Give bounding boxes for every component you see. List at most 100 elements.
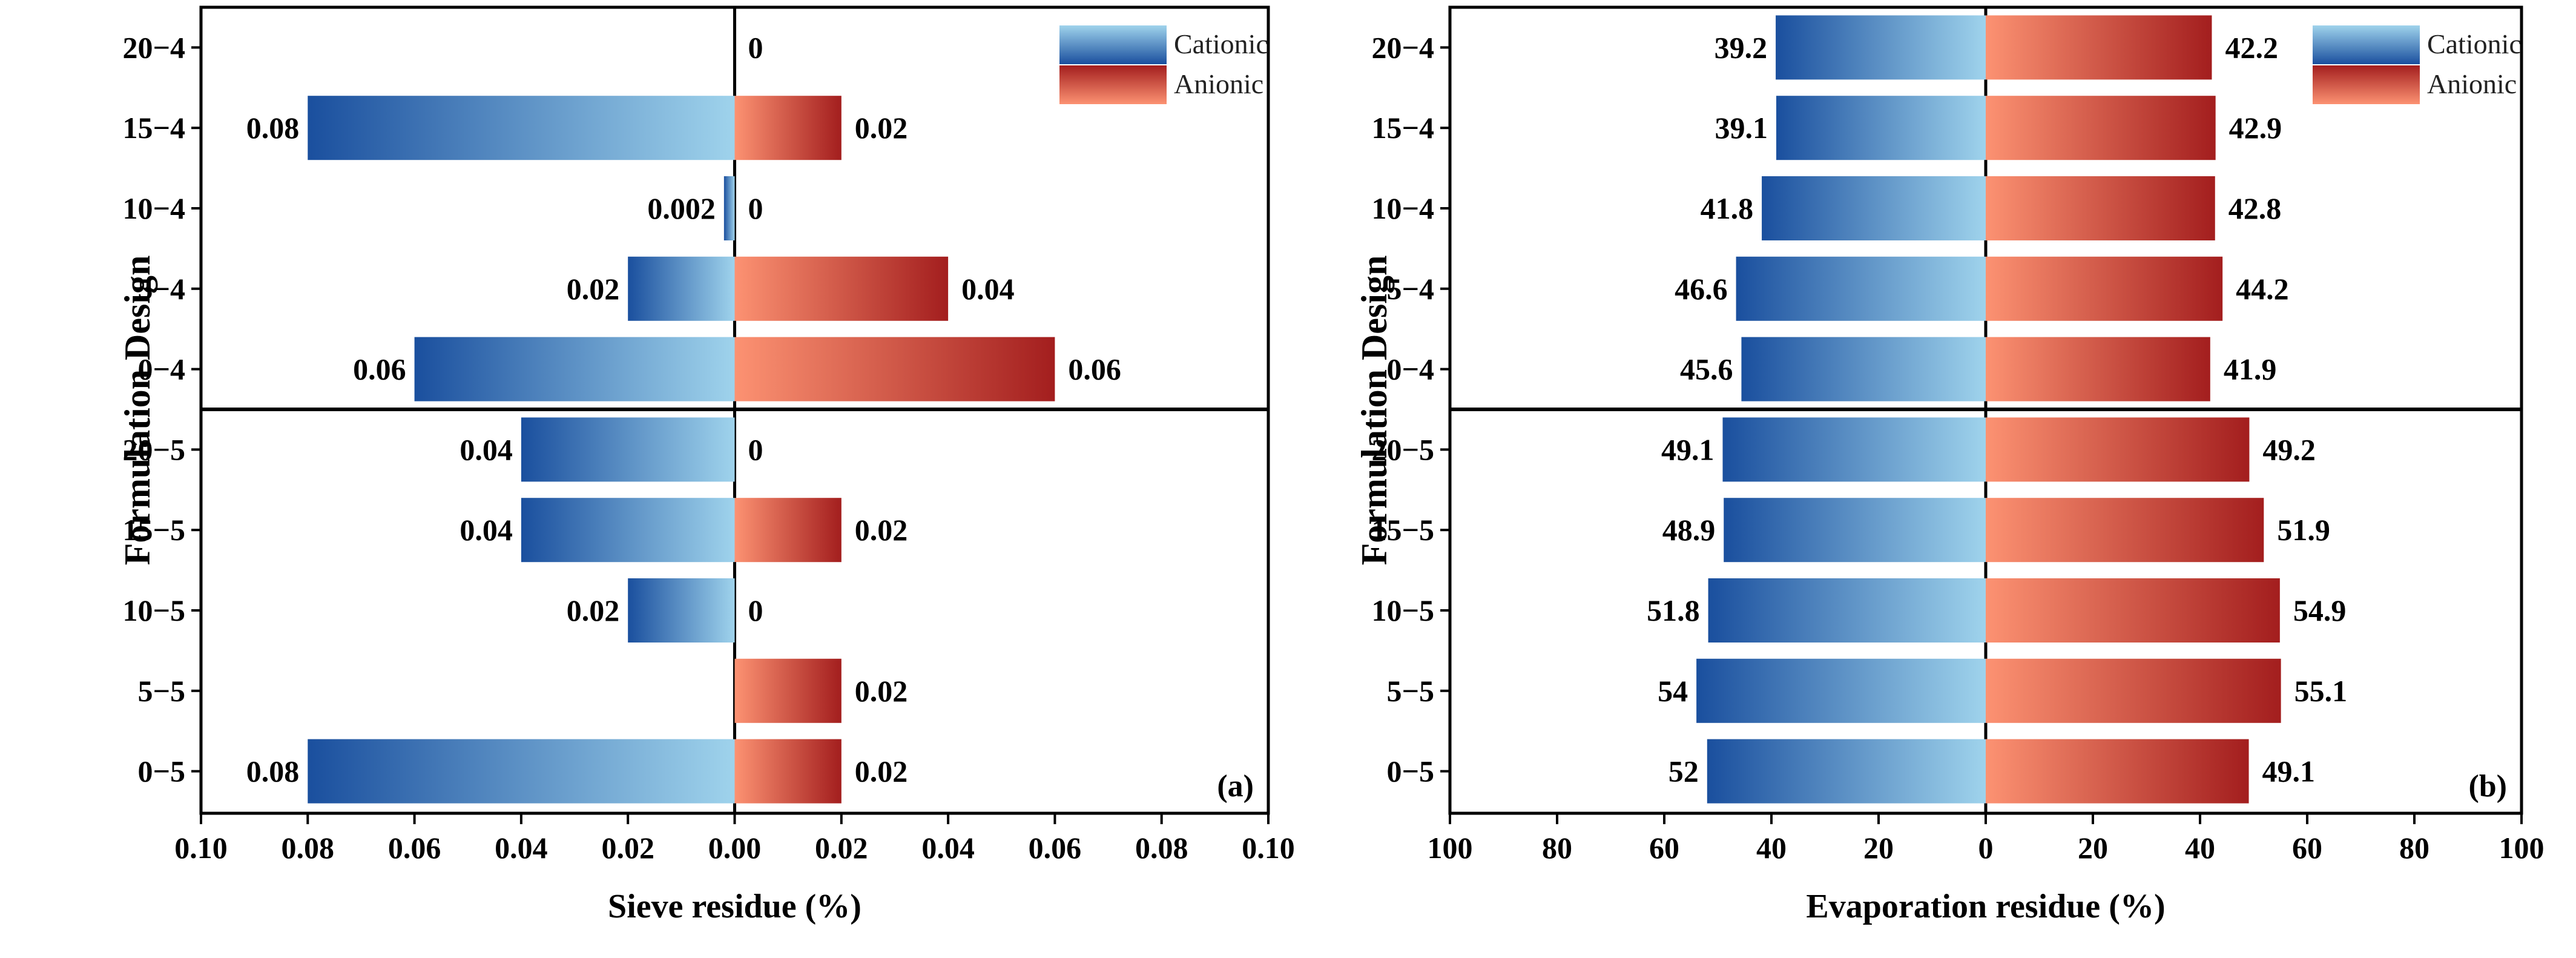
value-label-anionic: 0 [748, 30, 763, 64]
x-tick-label: 0.04 [921, 831, 975, 865]
value-label-anionic: 42.9 [2229, 111, 2282, 145]
value-label-anionic: 0 [748, 432, 763, 466]
bar-anionic [1986, 578, 2280, 643]
legend: Cationic Anionic [1059, 25, 1268, 104]
x-tick-label: 0.08 [1135, 831, 1188, 865]
value-label-cationic: 39.2 [1715, 30, 1768, 64]
value-label-cationic: 52 [1668, 755, 1699, 788]
x-tick-label: 0.10 [174, 831, 228, 865]
x-tick-label: 40 [1756, 831, 1787, 865]
y-tick-label: 15−5 [123, 513, 186, 547]
value-label-cationic: 41.8 [1701, 191, 1754, 225]
panel-a: 20−4 0 15−4 0.08 0.02 10−4 0.002 0 5−4 0.02 0.04 0−… [117, 5, 1295, 925]
x-tick-label: 20 [2078, 831, 2108, 865]
y-tick-label: 10−4 [123, 191, 186, 225]
bar-anionic [1986, 498, 2264, 563]
y-tick-label: 15−4 [1372, 111, 1435, 145]
y-tick-label: 0−5 [138, 755, 186, 788]
bar-cationic [1736, 256, 1986, 321]
bar-anionic [1986, 658, 2281, 723]
y-tick-label: 15−4 [123, 111, 186, 145]
x-tick-label: 60 [1649, 831, 1679, 865]
panel-b: 20−4 39.2 42.2 15−4 39.1 42.9 10−4 41.8 42.8 5−4 4… [1354, 5, 2545, 925]
x-tick-label: 0.02 [601, 831, 654, 865]
bar-anionic [734, 96, 842, 160]
bar-cationic [1707, 739, 1986, 804]
bar-cationic [521, 498, 735, 563]
legend: Cationic Anionic [2313, 25, 2522, 104]
value-label-anionic: 0 [748, 593, 763, 627]
value-label-cationic: 0.08 [246, 111, 300, 145]
x-tick-label: 0.02 [815, 831, 868, 865]
x-axis-label: Evaporation residue (%) [1806, 888, 2165, 925]
bar-anionic [734, 256, 949, 321]
value-label-anionic: 41.9 [2224, 352, 2277, 386]
value-label-cationic: 48.9 [1662, 513, 1716, 547]
y-tick-label: 0−4 [1387, 352, 1435, 386]
bar-cationic [1741, 337, 1986, 401]
legend-swatch-cationic [2313, 25, 2420, 64]
value-label-anionic: 49.2 [2262, 432, 2316, 466]
legend-label-anionic: Anionic [1174, 68, 1263, 99]
bar-anionic [734, 739, 842, 804]
bar-cationic [1722, 417, 1986, 482]
y-tick-label: 10−5 [1372, 593, 1435, 627]
bar-anionic [1986, 15, 2212, 80]
value-label-cationic: 46.6 [1675, 272, 1728, 306]
value-label-cationic: 0.04 [460, 513, 513, 547]
y-tick-label: 5−4 [138, 272, 186, 306]
value-label-cationic: 54 [1658, 674, 1688, 708]
y-tick-label: 5−5 [1387, 674, 1435, 708]
bar-cationic [414, 337, 735, 401]
bar-anionic [1986, 96, 2216, 160]
bar-anionic [1986, 256, 2223, 321]
bar-cationic [1776, 96, 1986, 160]
y-tick-label: 20−5 [123, 432, 186, 466]
y-tick-label: 5−4 [1387, 272, 1435, 306]
bar-anionic [1986, 417, 2250, 482]
x-tick-label: 40 [2185, 831, 2215, 865]
x-tick-label: 0.08 [282, 831, 335, 865]
bar-cationic [723, 176, 735, 240]
x-tick-label: 60 [2292, 831, 2322, 865]
value-label-anionic: 55.1 [2294, 674, 2348, 708]
y-tick-label: 10−5 [123, 593, 186, 627]
value-label-anionic: 0.04 [961, 272, 1015, 306]
y-tick-label: 20−5 [1372, 432, 1435, 466]
legend-swatch-anionic [2313, 65, 2420, 104]
bar-cationic [1724, 498, 1986, 563]
value-label-anionic: 0.02 [855, 755, 908, 788]
bar-cationic [1776, 15, 1986, 80]
x-tick-label: 100 [1428, 831, 1473, 865]
value-label-cationic: 0.02 [567, 272, 620, 306]
bar-anionic [1986, 739, 2249, 804]
value-label-cationic: 0.002 [647, 191, 716, 225]
y-tick-label: 0−5 [1387, 755, 1435, 788]
legend-label-cationic: Cationic [2427, 28, 2522, 59]
value-label-cationic: 49.1 [1661, 432, 1715, 466]
value-label-cationic: 45.6 [1680, 352, 1733, 386]
panel-label: (a) [1217, 769, 1254, 804]
legend-swatch-anionic [1059, 65, 1167, 104]
x-tick-label: 0.06 [388, 831, 441, 865]
x-axis-label: Sieve residue (%) [608, 888, 861, 925]
bar-anionic [1986, 337, 2210, 401]
x-tick-label: 80 [2399, 831, 2429, 865]
value-label-cationic: 51.8 [1647, 593, 1700, 627]
legend-label-cationic: Cationic [1174, 28, 1268, 59]
value-label-anionic: 0.02 [855, 111, 908, 145]
value-label-anionic: 51.9 [2277, 513, 2330, 547]
bar-anionic [1986, 176, 2215, 240]
x-tick-label: 0 [1978, 831, 1994, 865]
y-tick-label: 0−4 [138, 352, 186, 386]
x-tick-label: 0.00 [708, 831, 762, 865]
y-axis-label: Formulation Design [1354, 256, 1394, 566]
bar-cationic [1708, 578, 1986, 643]
value-label-cationic: 39.1 [1715, 111, 1768, 145]
value-label-anionic: 44.2 [2236, 272, 2289, 306]
value-label-anionic: 0.02 [855, 674, 908, 708]
value-label-cationic: 0.08 [246, 755, 300, 788]
value-label-anionic: 0.02 [855, 513, 908, 547]
x-tick-label: 0.06 [1029, 831, 1082, 865]
value-label-cationic: 0.04 [460, 432, 513, 466]
